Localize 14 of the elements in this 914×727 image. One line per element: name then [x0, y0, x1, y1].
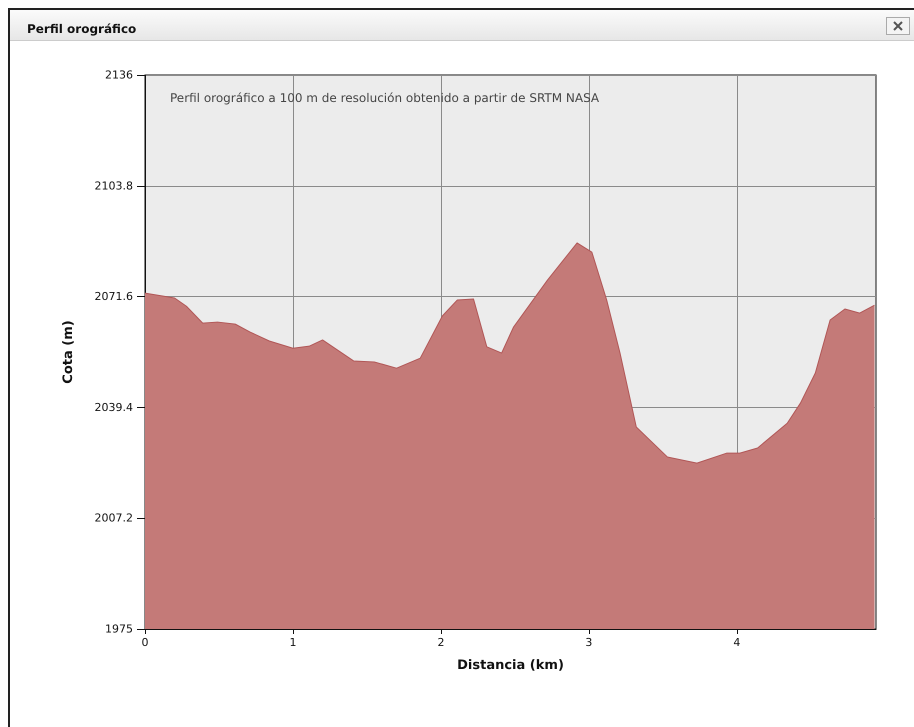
chart-title: Perfil orográfico: [27, 22, 136, 36]
y-tick-label: 2039.4: [94, 400, 133, 414]
x-tick-label: 1: [289, 636, 296, 649]
y-tick-label: 2071.6: [94, 290, 133, 304]
y-tick-label: 2136: [105, 68, 133, 82]
y-axis-title: Cota (m): [61, 320, 76, 384]
y-tick-label: 2103.8: [94, 179, 133, 192]
x-axis-title: Distancia (km): [457, 658, 564, 673]
x-tick-label: 2: [437, 636, 444, 649]
y-tick-label: 2007.2: [94, 512, 133, 525]
x-tick-label: 0: [142, 636, 148, 649]
y-tick-label: 1975: [105, 622, 133, 636]
x-tick-label: 3: [585, 636, 592, 649]
x-tick-label: 4: [733, 636, 740, 649]
